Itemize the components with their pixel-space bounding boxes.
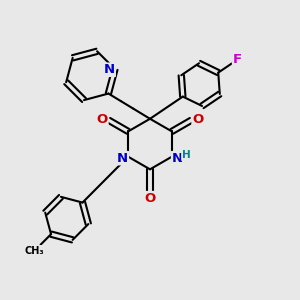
Text: N: N xyxy=(172,152,183,165)
Text: N: N xyxy=(117,152,128,165)
Text: CH₃: CH₃ xyxy=(25,246,44,256)
Text: N: N xyxy=(104,63,115,76)
Text: O: O xyxy=(97,112,108,126)
Text: O: O xyxy=(192,112,203,126)
Text: F: F xyxy=(232,53,242,66)
Text: H: H xyxy=(182,150,190,160)
Text: O: O xyxy=(144,192,156,205)
